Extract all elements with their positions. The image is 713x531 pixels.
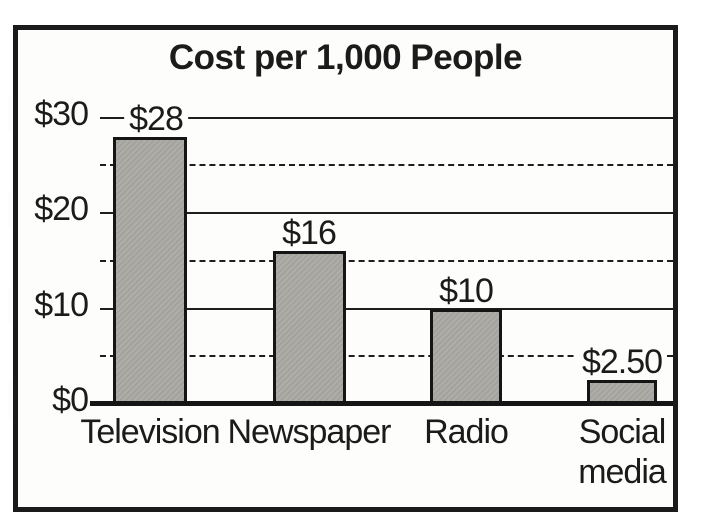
y-axis-label-20: $20 — [8, 191, 89, 227]
x-axis-label-social-media: Social media — [578, 412, 667, 492]
bar-value-label-social-media: $2.50 — [576, 345, 668, 380]
x-axis-label-line: Radio — [424, 413, 509, 451]
gridline-5 — [100, 355, 673, 358]
y-axis-label-30: $30 — [8, 95, 89, 132]
gridline-10 — [100, 307, 673, 310]
chart-title: Cost per 1,000 People — [168, 38, 523, 77]
bar-value-label-newspaper: $16 — [277, 216, 341, 251]
bar-radio — [430, 308, 502, 404]
bar-newspaper — [272, 251, 346, 404]
x-axis-label-line: media — [578, 453, 667, 491]
x-axis-label-television: Television — [80, 412, 220, 452]
y-axis-label-10: $10 — [8, 286, 89, 323]
x-axis-label-line: Social — [578, 413, 667, 451]
bar-value-label-television: $28 — [124, 101, 188, 136]
gridline-15 — [100, 259, 673, 262]
x-axis-label-radio: Radio — [424, 412, 509, 452]
bar-value-label-radio: $10 — [434, 273, 498, 308]
x-axis-label-newspaper: Newspaper — [227, 412, 392, 452]
gridline-20 — [100, 212, 673, 214]
x-axis-baseline — [90, 401, 673, 406]
bar-television — [113, 136, 187, 404]
x-axis-label-line: Newspaper — [227, 413, 392, 451]
x-axis-label-line: Television — [80, 413, 220, 451]
gridline-30 — [100, 116, 673, 119]
gridline-25 — [100, 164, 673, 167]
y-axis-label-0: $0 — [8, 382, 89, 418]
